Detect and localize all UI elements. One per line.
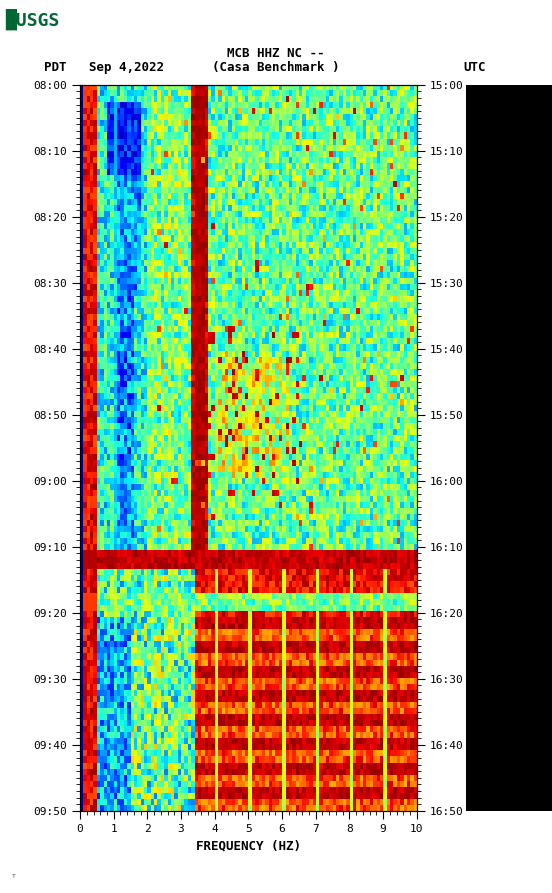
Text: UTC: UTC: [464, 62, 486, 74]
X-axis label: FREQUENCY (HZ): FREQUENCY (HZ): [196, 839, 301, 853]
Text: PDT   Sep 4,2022: PDT Sep 4,2022: [44, 62, 164, 74]
Text: ᵀ: ᵀ: [11, 874, 17, 884]
Text: █USGS: █USGS: [6, 9, 60, 30]
Text: (Casa Benchmark ): (Casa Benchmark ): [213, 62, 339, 74]
Text: MCB HHZ NC --: MCB HHZ NC --: [227, 47, 325, 60]
